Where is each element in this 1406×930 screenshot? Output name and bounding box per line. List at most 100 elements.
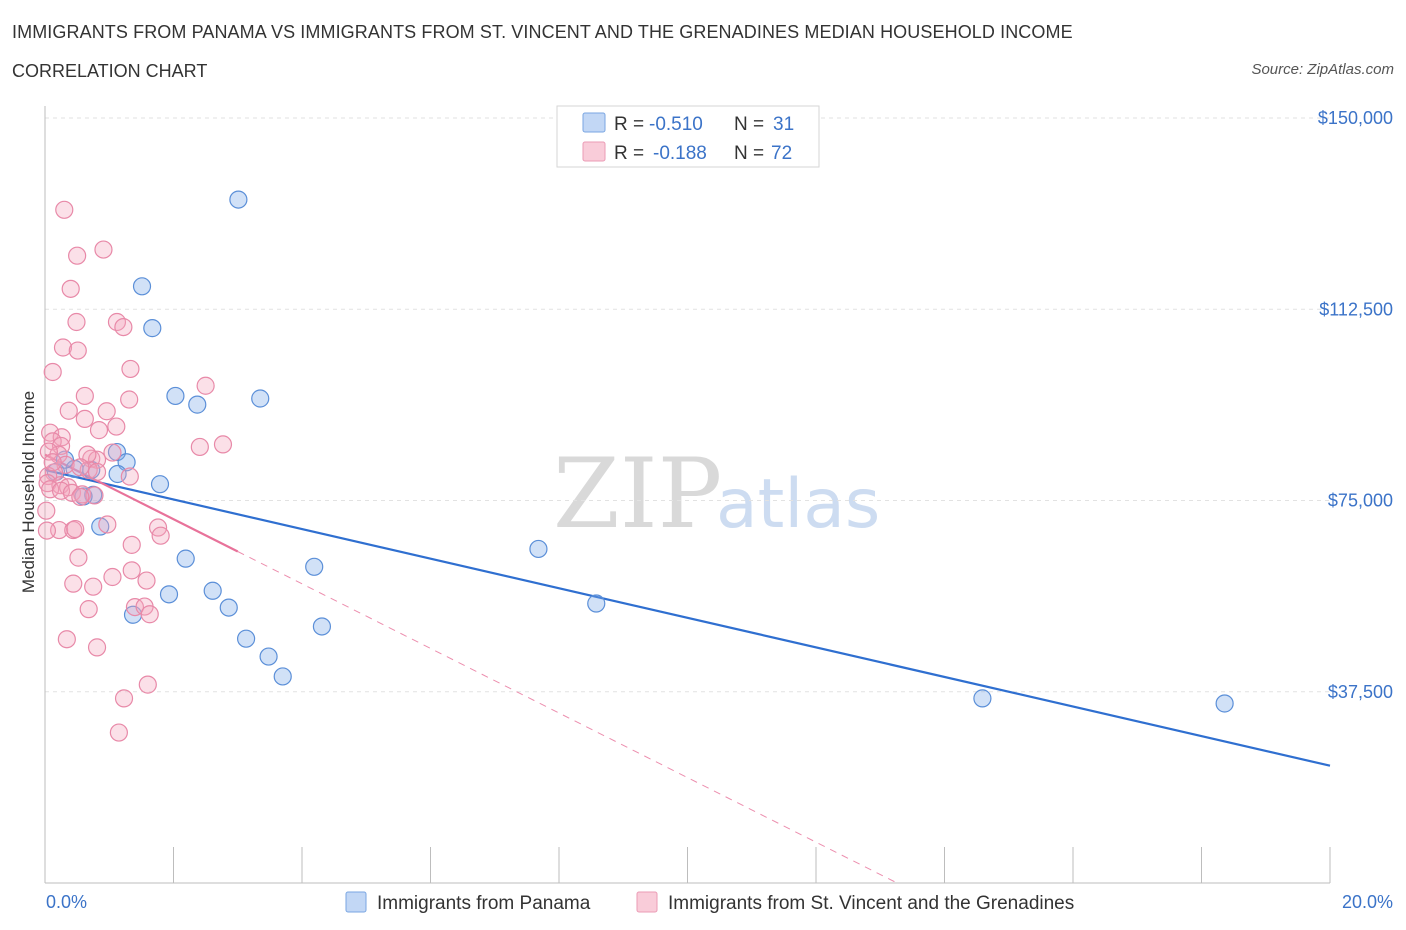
point-stvincent-14 <box>97 402 116 421</box>
point-stvincent-62 <box>140 605 159 624</box>
series-legend-label-stvincent: Immigrants from St. Vincent and the Gren… <box>668 893 1074 914</box>
point-stvincent-51 <box>151 526 170 545</box>
point-stvincent-64 <box>87 638 107 657</box>
point-stvincent-11 <box>196 376 215 395</box>
point-panama-20 <box>203 581 222 600</box>
stats-legend: R = -0.510 N = 31 R = -0.188 N = 72 <box>556 105 820 168</box>
point-stvincent-52 <box>122 535 141 554</box>
series-legend-swatch-stvincent <box>636 891 658 913</box>
point-panama-27 <box>587 594 606 613</box>
point-stvincent-56 <box>137 571 156 590</box>
y-tick-label-0: $150,000 <box>1318 108 1393 128</box>
y-axis-ticks: $150,000 $112,500 $75,000 $37,500 <box>1318 108 1393 702</box>
point-stvincent-7 <box>53 338 73 357</box>
point-stvincent-6 <box>114 318 133 337</box>
point-stvincent-44 <box>71 487 90 507</box>
y-axis-label: Median Household Income <box>19 391 38 593</box>
legend-n-value-stvincent: 72 <box>771 143 792 164</box>
legend-r-value-stvincent: -0.188 <box>653 143 707 164</box>
point-stvincent-15 <box>75 409 94 428</box>
point-stvincent-25 <box>103 443 122 462</box>
point-stvincent-63 <box>57 630 76 649</box>
point-stvincent-60 <box>125 597 145 617</box>
chart-title: IMMIGRANTS FROM PANAMA VS IMMIGRANTS FRO… <box>12 22 1073 42</box>
legend-swatch-panama <box>582 112 606 133</box>
point-stvincent-57 <box>64 574 83 593</box>
y-tick-label-3: $37,500 <box>1328 682 1393 702</box>
point-stvincent-71 <box>71 458 90 477</box>
point-stvincent-8 <box>68 341 87 360</box>
y-tick-label-1: $112,500 <box>1319 299 1393 319</box>
point-stvincent-67 <box>109 723 128 742</box>
trend-line-0 <box>44 468 1331 767</box>
series-legend: Immigrants from Panama Immigrants from S… <box>345 891 1074 914</box>
point-stvincent-16 <box>107 417 126 436</box>
point-stvincent-4 <box>67 312 86 332</box>
point-stvincent-21 <box>43 432 62 451</box>
legend-n-label-stvincent: N = <box>734 143 764 164</box>
point-stvincent-40 <box>51 481 71 500</box>
point-stvincent-55 <box>103 567 122 587</box>
legend-n-value-panama: 31 <box>773 114 794 135</box>
point-panama-17 <box>305 557 324 576</box>
point-stvincent-1 <box>94 240 113 259</box>
legend-n-label-panama: N = <box>734 114 764 135</box>
point-panama-16 <box>176 549 195 568</box>
point-stvincent-23 <box>190 437 209 457</box>
point-stvincent-43 <box>85 486 104 505</box>
point-stvincent-18 <box>89 421 109 440</box>
point-panama-5 <box>251 389 270 408</box>
point-stvincent-54 <box>122 561 141 580</box>
point-panama-19 <box>159 585 179 604</box>
point-stvincent-12 <box>75 386 94 406</box>
series-legend-label-panama: Immigrants from Panama <box>377 893 591 914</box>
x-tick-label-0: 0.0% <box>46 892 87 912</box>
point-panama-18 <box>529 539 548 559</box>
watermark-zip: ZIP <box>553 438 722 550</box>
point-stvincent-69 <box>43 453 62 472</box>
data-points <box>37 190 1234 742</box>
point-stvincent-58 <box>84 577 103 596</box>
point-stvincent-59 <box>79 600 98 619</box>
point-panama-12 <box>150 475 170 494</box>
point-stvincent-68 <box>37 521 57 540</box>
point-stvincent-35 <box>120 467 139 486</box>
point-panama-21 <box>219 598 238 617</box>
point-panama-0 <box>229 190 248 209</box>
point-panama-4 <box>188 395 207 414</box>
point-panama-3 <box>166 386 185 406</box>
watermark: ZIP atlas <box>553 438 880 550</box>
point-panama-28 <box>973 689 992 708</box>
point-panama-24 <box>237 629 256 648</box>
legend-r-label-stvincent: R = <box>614 143 644 164</box>
point-stvincent-9 <box>121 359 140 379</box>
legend-r-label-panama: R = <box>614 114 644 135</box>
trend-line-extension-1 <box>237 551 898 884</box>
legend-r-value-panama: -0.510 <box>649 114 703 135</box>
point-stvincent-10 <box>43 362 62 382</box>
point-stvincent-2 <box>68 246 87 265</box>
x-tick-label-1: 20.0% <box>1342 892 1393 912</box>
point-panama-2 <box>143 319 162 338</box>
point-stvincent-34 <box>39 466 58 486</box>
legend-swatch-stvincent <box>582 141 606 162</box>
point-stvincent-65 <box>138 675 157 694</box>
series-legend-swatch-panama <box>345 891 367 913</box>
point-stvincent-3 <box>61 279 80 298</box>
point-panama-15 <box>91 517 110 536</box>
point-stvincent-27 <box>39 442 58 461</box>
x-axis-ticks: 0.0% 20.0% <box>46 892 1393 912</box>
point-panama-29 <box>1215 694 1234 713</box>
chart-subtitle: CORRELATION CHART <box>12 61 208 81</box>
point-stvincent-45 <box>37 501 56 520</box>
watermark-atlas: atlas <box>716 465 880 544</box>
point-stvincent-53 <box>69 548 88 567</box>
point-stvincent-32 <box>87 462 107 482</box>
trend-lines <box>44 453 1331 884</box>
point-stvincent-48 <box>66 519 85 539</box>
point-panama-25 <box>259 647 278 666</box>
point-stvincent-13 <box>59 401 78 420</box>
point-panama-1 <box>132 277 152 296</box>
y-tick-label-2: $75,000 <box>1328 491 1393 511</box>
